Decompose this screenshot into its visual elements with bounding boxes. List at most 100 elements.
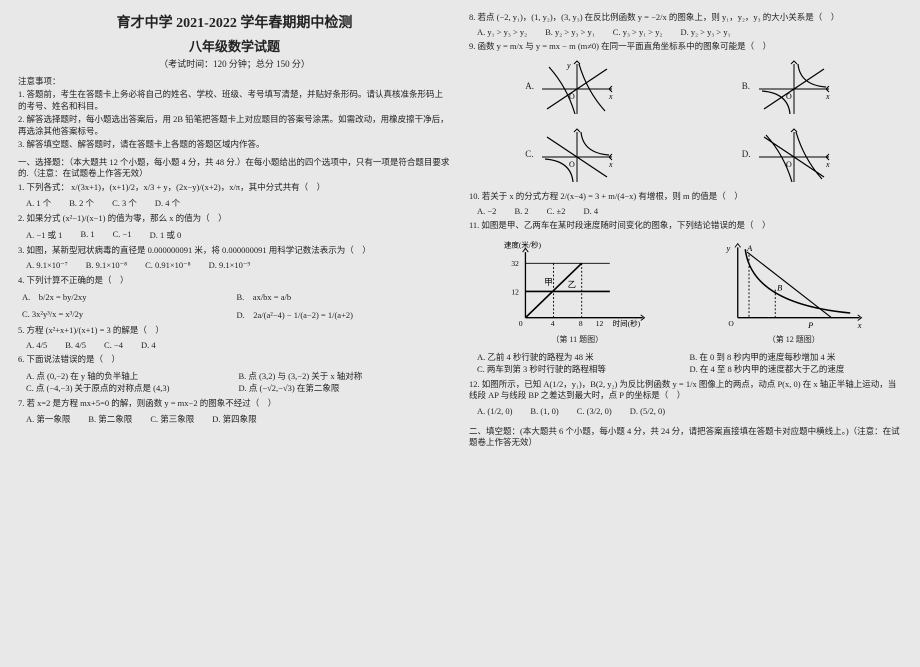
q1-d: D. 4 个 xyxy=(155,197,180,209)
q9-graphs-row1: x y O A. x O B. xyxy=(469,59,902,119)
q1-opts: A. 1 个 B. 2 个 C. 3 个 D. 4 个 xyxy=(26,197,451,209)
q5-c: C. −4 xyxy=(104,340,123,350)
q5-stem: 5. 方程 (x²+x+1)/(x+1) = 3 的解是（ ） xyxy=(18,325,451,336)
q9-label-c: C. xyxy=(525,149,533,159)
q9-graph-a: x y O A. xyxy=(537,59,617,119)
svg-text:x: x xyxy=(608,92,613,101)
svg-text:32: 32 xyxy=(512,259,520,268)
q4-b: B. ax/bx = a/b xyxy=(237,291,452,303)
q4-a: A. b/2x = by/2xy xyxy=(22,291,237,303)
q1-expr: x/(3x+1)，(x+1)/2，x/3 + y，(2x−y)/(x+2)，x/… xyxy=(71,182,325,192)
q8-d: D. y₂ > y₃ > y₁ xyxy=(680,27,730,37)
q12-c: C. (3/2, 0) xyxy=(577,406,612,416)
q1: 1. 下列各式： x/(3x+1)，(x+1)/2，x/3 + y，(2x−y)… xyxy=(18,182,451,193)
q1-a: A. 1 个 xyxy=(26,197,51,209)
q2-b: B. 1 xyxy=(80,229,94,241)
q8-a: A. y₁ > y₃ > y₂ xyxy=(477,27,527,37)
q8-c: C. y₃ > y₁ > y₂ xyxy=(613,27,663,37)
exam-title-1: 育才中学 2021-2022 学年春期期中检测 xyxy=(18,12,451,32)
q11-graph: 速度(米/秒) 32 12 0 4 8 12 时间(秒) 甲 xyxy=(502,238,652,345)
q9-label-a: A. xyxy=(525,81,534,91)
q6-opts: A. 点 (0,−2) 在 y 轴的负半轴上 B. 点 (3,2) 与 (3,−… xyxy=(26,370,451,394)
q7-opts: A. 第一象限 B. 第二象限 C. 第三象限 D. 第四象限 xyxy=(26,413,451,425)
svg-text:4: 4 xyxy=(551,319,555,328)
q10-c: C. ±2 xyxy=(547,206,566,216)
svg-text:8: 8 xyxy=(579,319,583,328)
q3-a: A. 9.1×10⁻⁷ xyxy=(26,260,68,271)
svg-text:x: x xyxy=(857,320,862,330)
q9-graphs-row2: x O C. x O D. xyxy=(469,127,902,187)
notice-1: 1. 答题前，考生在答题卡上务必将自己的姓名、学校、班级、考号填写清楚，并贴好条… xyxy=(18,89,451,112)
q9-graph-d: x O D. xyxy=(754,127,834,187)
svg-text:12: 12 xyxy=(596,319,604,328)
q10-stem: 10. 若关于 x 的分式方程 2/(x−4) = 3 + m/(4−x) 有增… xyxy=(469,191,902,202)
q12-b: B. (1, 0) xyxy=(530,406,558,416)
svg-text:P: P xyxy=(807,320,813,330)
notice-label: 注意事项： xyxy=(18,76,451,87)
q11-a: A. 乙前 4 秒行驶的路程为 48 米 xyxy=(477,351,690,363)
q5-b: B. 4/5 xyxy=(65,340,86,350)
q11-opts: A. 乙前 4 秒行驶的路程为 48 米 B. 在 0 到 8 秒内甲的速度每秒… xyxy=(477,351,902,375)
q7-d: D. 第四象限 xyxy=(212,413,256,425)
q2-d: D. 1 或 0 xyxy=(150,229,182,241)
svg-text:12: 12 xyxy=(512,287,520,296)
q9-graph-c: x O C. xyxy=(537,127,617,187)
q11-d: D. 在 4 至 8 秒内甲的速度都大于乙的速度 xyxy=(690,363,903,375)
q11-b: B. 在 0 到 8 秒内甲的速度每秒增加 4 米 xyxy=(690,351,903,363)
q11-stem: 11. 如图是甲、乙两车在某时段速度随时间变化的图象，下列结论错误的是（ ） xyxy=(469,220,902,231)
svg-text:A: A xyxy=(746,243,753,253)
left-column: 育才中学 2021-2022 学年春期期中检测 八年级数学试题 （考试时间：12… xyxy=(18,12,451,655)
svg-text:O: O xyxy=(728,319,734,328)
q2-stem: 2. 如果分式 (x²−1)/(x−1) 的值为零，那么 x 的值为（ ） xyxy=(18,213,451,224)
q3-d: D. 9.1×10⁻⁹ xyxy=(209,260,251,271)
q2-c: C. −1 xyxy=(113,229,132,241)
q3-opts: A. 9.1×10⁻⁷ B. 9.1×10⁻⁸ C. 0.91×10⁻⁸ D. … xyxy=(26,260,451,271)
q5-opts: A. 4/5 B. 4/5 C. −4 D. 4 xyxy=(26,340,451,350)
q1-b: B. 2 个 xyxy=(69,197,94,209)
q11-yaxis-label: 速度(米/秒) xyxy=(504,239,542,249)
q7-b: B. 第二象限 xyxy=(88,413,132,425)
svg-text:O: O xyxy=(569,160,575,169)
exam-subtitle: （考试时间：120 分钟；总分 150 分） xyxy=(18,57,451,70)
q2-a: A. −1 或 1 xyxy=(26,229,62,241)
q6-d: D. 点 (−√2,−√3) 在第二象限 xyxy=(239,382,452,394)
q10-b: B. 2 xyxy=(514,206,528,216)
q9-graph-b: x O B. xyxy=(754,59,834,119)
q4-opts: A. b/2x = by/2xy C. 3x²y³/x = x³/2y B. a… xyxy=(22,291,451,321)
q12-caption: （第 12 题图） xyxy=(719,334,869,345)
q9-stem: 9. 函数 y = m/x 与 y = mx − m (m≠0) 在同一平面直角… xyxy=(469,41,902,52)
q5-a: A. 4/5 xyxy=(26,340,47,350)
q8-stem: 8. 若点 (−2, y₁)，(1, y₂)，(3, y₃) 在反比例函数 y … xyxy=(469,12,902,23)
q12-opts: A. (1/2, 0) B. (1, 0) C. (3/2, 0) D. (5/… xyxy=(477,406,902,416)
q10-a: A. −2 xyxy=(477,206,496,216)
q3-b: B. 9.1×10⁻⁸ xyxy=(86,260,127,271)
q12-graph: y x O A B P （第 12 题图） xyxy=(719,238,869,345)
notice-2: 2. 解答选择题时，每小题选出答案后，用 2B 铅笔把答题卡上对应题目的答案号涂… xyxy=(18,114,451,137)
q6-stem: 6. 下面说法错误的是（ ） xyxy=(18,354,451,365)
svg-text:x: x xyxy=(825,92,830,101)
q2-opts: A. −1 或 1 B. 1 C. −1 D. 1 或 0 xyxy=(26,229,451,241)
q1-c: C. 3 个 xyxy=(112,197,137,209)
svg-text:B: B xyxy=(777,282,782,292)
svg-text:乙: 乙 xyxy=(568,280,576,290)
notice-3: 3. 解答填空题、解答题时，请在答题卡上各题的答题区域内作答。 xyxy=(18,139,451,150)
q10-opts: A. −2 B. 2 C. ±2 D. 4 xyxy=(477,206,902,216)
q6-a: A. 点 (0,−2) 在 y 轴的负半轴上 xyxy=(26,370,239,382)
q11-c: C. 两车到第 3 秒时行驶的路程相等 xyxy=(477,363,690,375)
q8-opts: A. y₁ > y₃ > y₂ B. y₂ > y₃ > y₁ C. y₃ > … xyxy=(477,27,902,37)
q11-xaxis-label: 时间(秒) xyxy=(613,318,641,328)
svg-text:x: x xyxy=(825,160,830,169)
q12-d: D. (5/2, 0) xyxy=(630,406,665,416)
q3-c: C. 0.91×10⁻⁸ xyxy=(145,260,191,271)
q12-stem: 12. 如图所示，已知 A(1/2，y₁)，B(2, y₂) 为反比例函数 y … xyxy=(469,379,902,402)
q6-b: B. 点 (3,2) 与 (3,−2) 关于 x 轴对称 xyxy=(239,370,452,382)
q4-stem: 4. 下列计算不正确的是（ ） xyxy=(18,275,451,286)
q4-d: D. 2a/(a²−4) − 1/(a−2) = 1/(a+2) xyxy=(237,309,452,321)
q8-b: B. y₂ > y₃ > y₁ xyxy=(545,27,595,37)
svg-text:x: x xyxy=(608,160,613,169)
q5-d: D. 4 xyxy=(141,340,156,350)
q11-q12-graphs: 速度(米/秒) 32 12 0 4 8 12 时间(秒) 甲 xyxy=(469,238,902,345)
right-column: 8. 若点 (−2, y₁)，(1, y₂)，(3, y₃) 在反比例函数 y … xyxy=(469,12,902,655)
q3-stem: 3. 如图，某新型冠状病毒的直径是 0.000000091 米，将 0.0000… xyxy=(18,245,451,256)
q1-stem: 1. 下列各式： xyxy=(18,182,69,192)
